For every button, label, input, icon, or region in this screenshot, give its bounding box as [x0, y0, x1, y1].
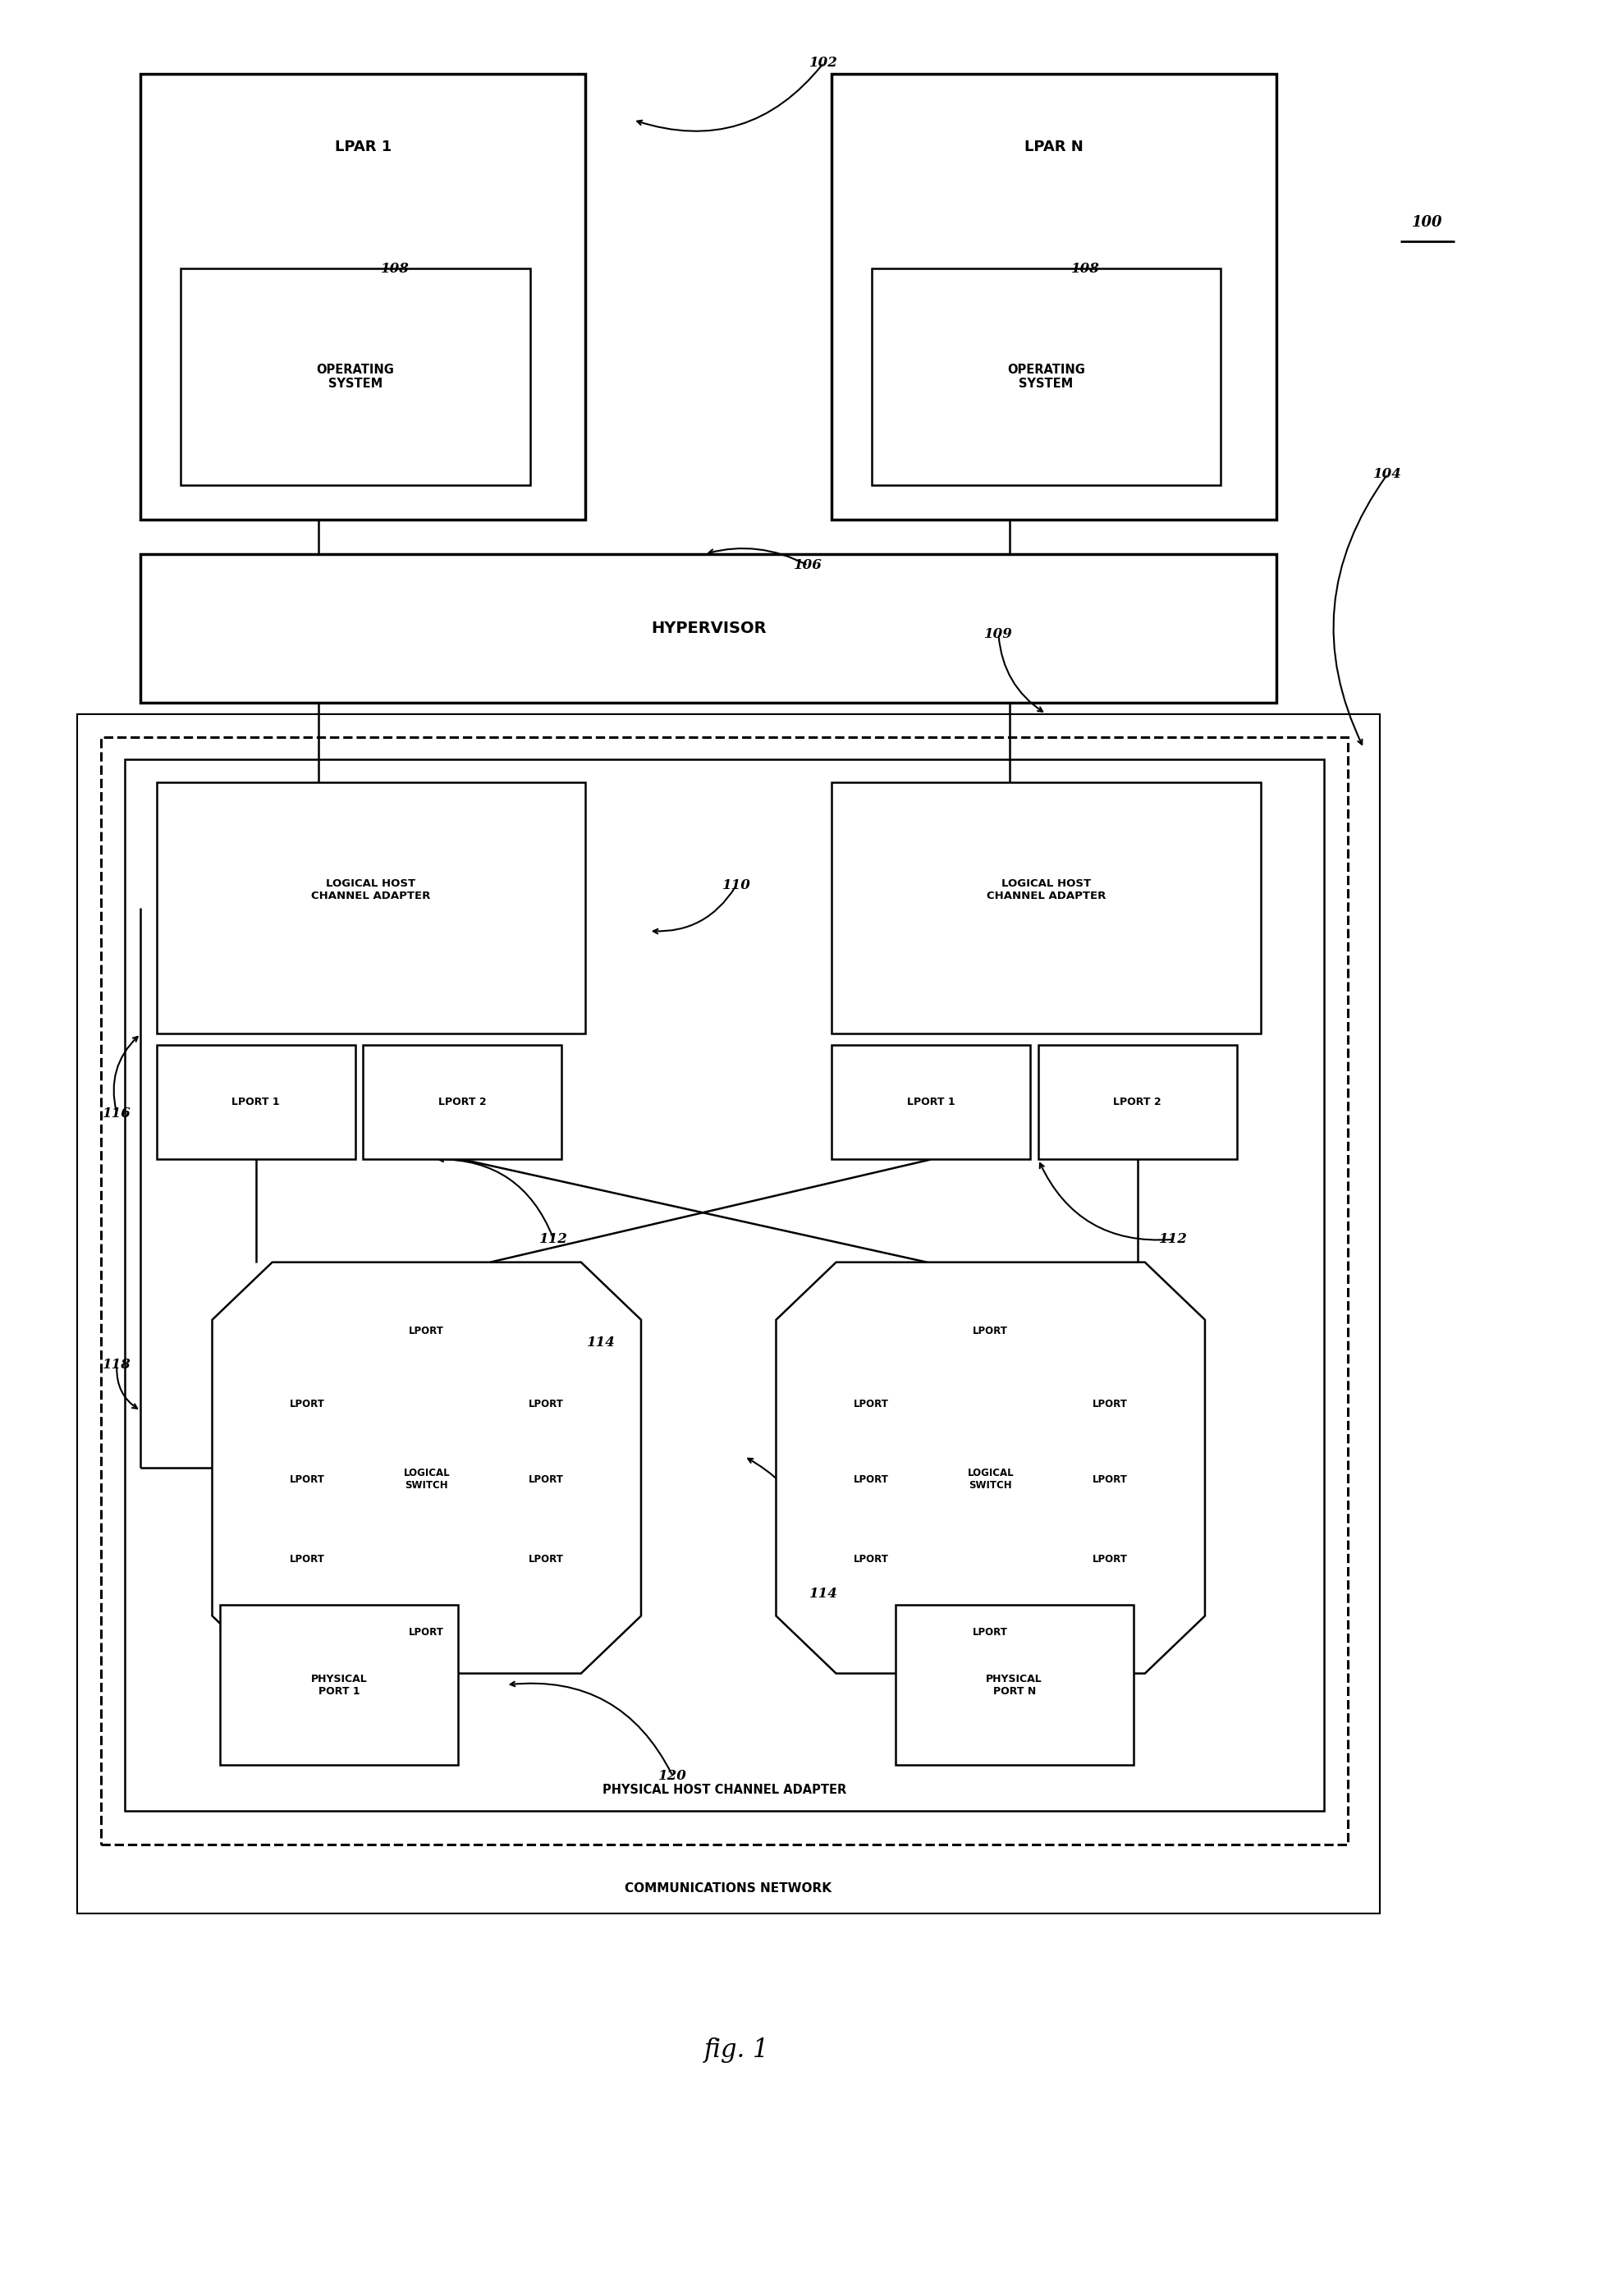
Text: LPORT 2: LPORT 2: [438, 1097, 486, 1107]
Text: OPERATING
SYSTEM: OPERATING SYSTEM: [1007, 363, 1084, 390]
Text: LOGICAL HOST
CHANNEL ADAPTER: LOGICAL HOST CHANNEL ADAPTER: [312, 879, 430, 902]
Text: LPORT: LPORT: [528, 1554, 563, 1564]
Text: 110: 110: [721, 879, 750, 893]
Text: LPORT: LPORT: [409, 1628, 445, 1637]
Text: LPORT: LPORT: [289, 1398, 325, 1410]
Text: LOGICAL
SWITCH: LOGICAL SWITCH: [967, 1467, 1014, 1490]
Bar: [141, 553, 1276, 703]
Text: 120: 120: [659, 1770, 688, 1784]
Text: LPORT: LPORT: [854, 1474, 889, 1486]
Text: LPORT: LPORT: [289, 1474, 325, 1486]
Text: LPORT 2: LPORT 2: [1113, 1097, 1161, 1107]
Text: OPERATING
SYSTEM: OPERATING SYSTEM: [317, 363, 393, 390]
Text: LPORT: LPORT: [289, 1554, 325, 1564]
Text: LPORT 1: LPORT 1: [232, 1097, 280, 1107]
Text: 104: 104: [1372, 466, 1401, 482]
Bar: [77, 714, 1378, 1913]
Bar: [157, 783, 585, 1033]
Bar: [871, 269, 1220, 484]
Text: PHYSICAL HOST CHANNEL ADAPTER: PHYSICAL HOST CHANNEL ADAPTER: [603, 1784, 846, 1795]
Text: LPORT: LPORT: [1092, 1474, 1127, 1486]
Text: 108: 108: [1071, 262, 1100, 276]
Polygon shape: [776, 1263, 1204, 1674]
Text: LPORT: LPORT: [854, 1554, 889, 1564]
Text: LPORT: LPORT: [528, 1398, 563, 1410]
Text: 114: 114: [587, 1336, 616, 1350]
Text: LPORT: LPORT: [972, 1325, 1007, 1336]
Text: LPORT: LPORT: [1092, 1554, 1127, 1564]
Bar: [157, 1045, 355, 1159]
Text: 102: 102: [809, 55, 838, 69]
Text: 106: 106: [793, 558, 822, 572]
Text: LPORT: LPORT: [528, 1474, 563, 1486]
Text: fig. 1: fig. 1: [704, 2037, 769, 2064]
Text: HYPERVISOR: HYPERVISOR: [651, 620, 766, 636]
Text: 100: 100: [1412, 216, 1442, 230]
Text: LPORT: LPORT: [972, 1628, 1007, 1637]
Text: 116: 116: [102, 1107, 131, 1120]
Text: 112: 112: [539, 1233, 568, 1247]
Text: PHYSICAL
PORT 1: PHYSICAL PORT 1: [310, 1674, 368, 1697]
Polygon shape: [213, 1263, 641, 1674]
Bar: [101, 737, 1348, 1844]
Text: LPAR 1: LPAR 1: [334, 140, 392, 154]
Text: PHYSICAL
PORT N: PHYSICAL PORT N: [985, 1674, 1043, 1697]
Bar: [141, 73, 585, 519]
Text: LOGICAL HOST
CHANNEL ADAPTER: LOGICAL HOST CHANNEL ADAPTER: [987, 879, 1105, 902]
Bar: [831, 1045, 1030, 1159]
Bar: [181, 269, 529, 484]
Text: LPORT: LPORT: [1092, 1398, 1127, 1410]
Text: LPAR N: LPAR N: [1023, 140, 1083, 154]
Bar: [831, 783, 1260, 1033]
Bar: [1038, 1045, 1236, 1159]
Bar: [831, 73, 1276, 519]
Text: 108: 108: [381, 262, 409, 276]
Text: 109: 109: [983, 627, 1012, 641]
Text: 114: 114: [809, 1587, 838, 1600]
Bar: [125, 760, 1324, 1812]
Bar: [221, 1605, 459, 1766]
Text: 118: 118: [102, 1357, 131, 1373]
Text: LOGICAL
SWITCH: LOGICAL SWITCH: [403, 1467, 449, 1490]
Text: 112: 112: [1158, 1233, 1186, 1247]
Text: LPORT: LPORT: [854, 1398, 889, 1410]
Bar: [895, 1605, 1134, 1766]
Text: COMMUNICATIONS NETWORK: COMMUNICATIONS NETWORK: [625, 1883, 831, 1894]
Text: LPORT: LPORT: [409, 1325, 445, 1336]
Bar: [363, 1045, 561, 1159]
Text: LPORT 1: LPORT 1: [907, 1097, 955, 1107]
